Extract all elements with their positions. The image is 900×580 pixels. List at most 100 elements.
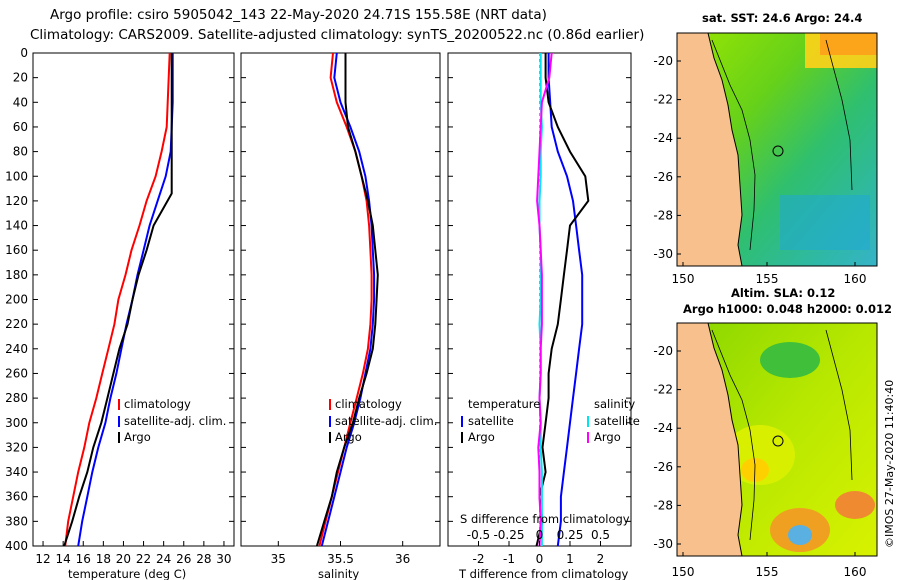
map-y-tick-label: -26 <box>653 170 673 184</box>
argo-location-marker <box>772 435 784 447</box>
map-x-tick-label: 155 <box>756 565 779 579</box>
map-y-tick-label: -26 <box>653 460 673 474</box>
legend-label-argo: Argo <box>124 430 151 444</box>
series-line-s-satellite <box>538 53 543 546</box>
x-tick-label: -2 <box>473 552 485 566</box>
sst-map-frame <box>676 32 878 267</box>
x-tick-label: 1 <box>566 552 574 566</box>
depth-tick-label: 400 <box>5 539 28 553</box>
sst-map-axes: 150 155 160 -20 -22 -24 -26 -28 -30 <box>653 54 866 286</box>
depth-tick-label: 380 <box>5 514 28 528</box>
x-tick-label: 22 <box>136 552 151 566</box>
map-y-tick-label: -30 <box>653 537 673 551</box>
depth-tick-label: 340 <box>5 465 28 479</box>
depth-tick-label: 60 <box>13 120 28 134</box>
shelf-contour <box>711 39 756 251</box>
legend-title-salinity: salinity <box>594 397 635 411</box>
x-tick-label: 35.5 <box>327 552 354 566</box>
depth-tick-label: 360 <box>5 490 28 504</box>
series-line-climatology <box>318 53 373 546</box>
difference-legend: temperature satellite Argo salinity sate… <box>461 397 640 444</box>
sla-map-frame <box>676 322 878 557</box>
legend-label-satellite: satellite-adj. clim. <box>124 414 226 428</box>
map-y-tick-label: -30 <box>653 247 673 261</box>
s-tick-label: 0.25 <box>557 528 584 542</box>
sla-map <box>677 323 877 556</box>
australia-land <box>677 33 743 266</box>
x-tick-label: 16 <box>76 552 91 566</box>
depth-axis: 0 20 40 60 80 100 120 140 160 180 200 220 240 260 280 3… <box>5 46 631 553</box>
map-y-tick-label: -28 <box>653 208 673 222</box>
map-y-tick-label: -24 <box>653 421 673 435</box>
depth-tick-label: 240 <box>5 342 28 356</box>
depth-tick-label: 200 <box>5 293 28 307</box>
depth-tick-label: 0 <box>20 46 28 60</box>
x-tick-label: 35 <box>271 552 286 566</box>
t-difference-axis-label: T difference from climatology <box>458 567 629 580</box>
depth-tick-label: 320 <box>5 440 28 454</box>
title-line-2: Climatology: CARS2009. Satellite-adjuste… <box>30 27 644 43</box>
series-line-t-satellite <box>547 53 584 546</box>
sst-hot-patch <box>820 33 877 55</box>
sla-map-title-2: Argo h1000: 0.048 h2000: 0.012 <box>683 302 892 316</box>
map-y-tick-label: -22 <box>653 383 673 397</box>
title-line-1: Argo profile: csiro 5905042_143 22-May-2… <box>50 7 547 23</box>
temperature-x-axis: 12 14 16 18 20 22 24 26 28 30 <box>35 541 232 566</box>
sst-cool-patch <box>780 195 870 250</box>
depth-tick-label: 180 <box>5 268 28 282</box>
ridge-contour <box>825 39 853 191</box>
shelf-contour <box>711 329 756 541</box>
x-tick-label: 24 <box>156 552 171 566</box>
sst-map-title: sat. SST: 24.6 Argo: 24.4 <box>702 11 862 25</box>
map-y-tick-label: -24 <box>653 131 673 145</box>
depth-tick-label: 140 <box>5 219 28 233</box>
legend-label-t-argo: Argo <box>468 430 495 444</box>
legend-label-s-satellite: satellite <box>594 414 640 428</box>
map-y-tick-label: -22 <box>653 93 673 107</box>
map-x-tick-label: 155 <box>756 272 779 286</box>
series-line-climatology <box>64 53 171 546</box>
x-tick-label: 18 <box>96 552 111 566</box>
x-tick-label: 2 <box>597 552 605 566</box>
series-line-s-argo <box>536 53 553 546</box>
depth-tick-label: 260 <box>5 366 28 380</box>
depth-tick-label: 120 <box>5 194 28 208</box>
sla-warm-patch-2 <box>835 491 875 519</box>
x-tick-label: 14 <box>56 552 71 566</box>
sla-low-patch <box>788 525 812 545</box>
imos-timestamp: ©IMOS 27-May-2020 11:40:40 <box>883 380 896 548</box>
x-tick-label: 0 <box>536 552 544 566</box>
salinity-x-axis: 35 35.5 36 <box>271 541 410 566</box>
x-tick-label: 30 <box>216 552 231 566</box>
sla-green-patch <box>760 342 820 378</box>
map-y-tick-label: -20 <box>653 344 673 358</box>
map-y-tick-label: -20 <box>653 54 673 68</box>
depth-tick-label: 40 <box>13 95 28 109</box>
legend-label-climatology: climatology <box>335 397 402 411</box>
sst-map <box>677 33 877 266</box>
depth-tick-label: 160 <box>5 243 28 257</box>
s-difference-axis-label: S difference from climatology <box>460 512 630 526</box>
salinity-plot <box>315 53 379 546</box>
argo-location-marker <box>772 145 784 157</box>
depth-tick-label: 280 <box>5 391 28 405</box>
map-x-tick-label: 160 <box>844 565 867 579</box>
s-tick-label: 0 <box>536 528 544 542</box>
depth-tick-label: 100 <box>5 169 28 183</box>
difference-x-axis: -2 -1 0 1 2 -0.5 -0.25 0 0.25 0.5 <box>467 528 610 566</box>
series-line-satellite-adj-clim- <box>77 53 174 546</box>
sla-map-title-1: Altim. SLA: 0.12 <box>731 286 835 300</box>
depth-tick-label: 80 <box>13 145 28 159</box>
sla-map-axes: 150 155 160 -20 -22 -24 -26 -28 -30 <box>653 344 866 579</box>
map-x-tick-label: 150 <box>672 565 695 579</box>
x-tick-label: 20 <box>116 552 131 566</box>
australia-land <box>677 323 743 556</box>
map-y-tick-label: -28 <box>653 498 673 512</box>
s-tick-label: -0.25 <box>493 528 524 542</box>
salinity-axis-label: salinity <box>318 567 359 580</box>
x-tick-label: -1 <box>503 552 515 566</box>
depth-tick-label: 300 <box>5 416 28 430</box>
legend-label-s-argo: Argo <box>594 430 621 444</box>
x-tick-label: 28 <box>196 552 211 566</box>
